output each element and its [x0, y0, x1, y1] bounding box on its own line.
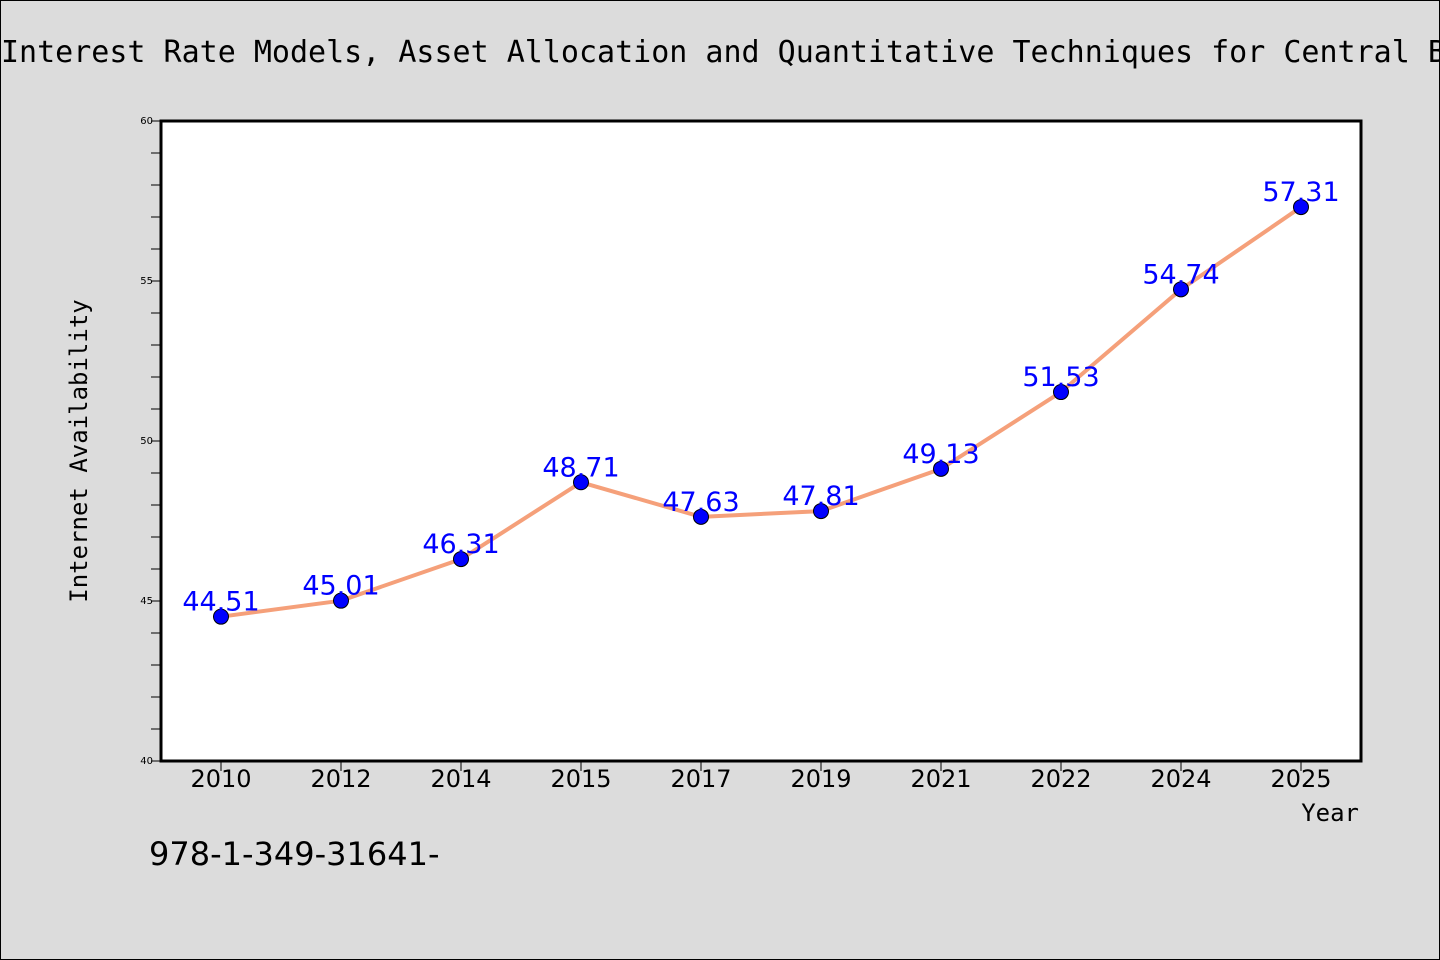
- data-label: 54.74: [1142, 259, 1219, 290]
- data-point: [333, 592, 349, 609]
- plot-area: [159, 119, 1363, 763]
- series-line: [220, 205, 1303, 619]
- data-label: 47.81: [782, 481, 859, 512]
- y-tick-label: 45: [140, 596, 153, 607]
- data-point: [573, 474, 589, 491]
- x-tick-label: 2014: [430, 765, 491, 793]
- y-tick-label: 60: [140, 116, 153, 127]
- data-label: 46.31: [422, 529, 499, 560]
- data-label: 45.01: [302, 571, 379, 602]
- data-label: 48.71: [542, 452, 619, 483]
- data-label: 57.31: [1262, 177, 1339, 208]
- chart-title: Interest Rate Models, Asset Allocation a…: [1, 35, 1440, 70]
- x-tick-label: 2025: [1270, 765, 1331, 793]
- footnote-isbn: 978-1-349-31641-: [149, 835, 440, 873]
- y-axis-label: Internet Availability: [65, 299, 93, 602]
- x-tick-label: 2010: [190, 765, 251, 793]
- x-tick-label: 2012: [310, 765, 371, 793]
- x-tick-label: 2019: [790, 765, 851, 793]
- y-tick-label: 50: [140, 436, 153, 447]
- data-point: [213, 608, 229, 625]
- data-point: [1293, 199, 1309, 216]
- series-group: 44.51 45.01 46.31 48.71 47.63 47.81 49.13 51.53…: [182, 177, 1340, 625]
- x-tick-label: 2015: [550, 765, 611, 793]
- x-tick-label: 2024: [1150, 765, 1211, 793]
- x-tick-label: 2017: [670, 765, 731, 793]
- data-point: [813, 503, 829, 520]
- data-point: [1053, 384, 1069, 401]
- x-tick-label: 2021: [910, 765, 971, 793]
- data-label: 51.53: [1022, 362, 1099, 393]
- x-axis: 2010 2012 2014 2015 2017 2019 2021 2022 2024 2025: [190, 761, 1332, 793]
- data-point: [453, 551, 469, 568]
- y-tick-label: 40: [140, 756, 153, 767]
- data-label: 49.13: [902, 439, 979, 470]
- y-tick-label: 55: [140, 276, 153, 287]
- data-point: [1173, 281, 1189, 298]
- data-label: 47.63: [662, 487, 739, 518]
- y-axis: 40 45 50 55 60: [140, 116, 161, 767]
- x-tick-label: 2022: [1030, 765, 1091, 793]
- data-point: [933, 460, 949, 477]
- data-point: [693, 508, 709, 525]
- x-axis-label: Year: [1301, 799, 1359, 827]
- data-label: 44.51: [182, 587, 259, 618]
